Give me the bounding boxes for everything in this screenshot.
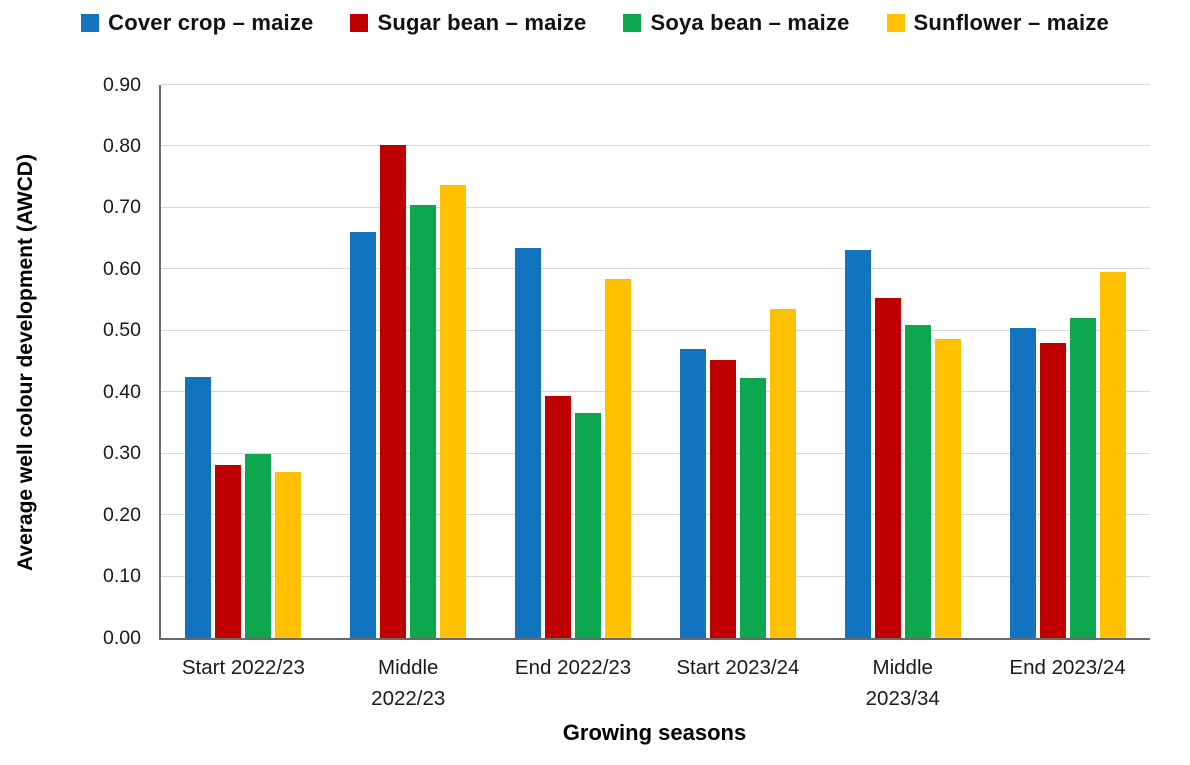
y-tick-label: 0.50 (103, 319, 141, 342)
y-tick-label: 0.70 (103, 196, 141, 219)
bar (679, 349, 706, 638)
bar-group: End 2023/24 (985, 85, 1150, 679)
y-axis-title: Average well colour development (AWCD) (14, 154, 37, 571)
gridline (161, 206, 1150, 208)
bar-group: Middle 2023/34 (820, 85, 985, 710)
bar (515, 247, 542, 638)
bar (709, 360, 736, 638)
bar-group: Middle 2022/23 (326, 85, 491, 710)
gridline (161, 329, 1150, 331)
gridline (161, 84, 1150, 85)
legend-item: Sugar bean – maize (350, 10, 586, 36)
bar-group: Start 2022/23 (161, 85, 326, 679)
x-tick-label: End 2023/24 (1009, 656, 1126, 679)
legend-swatch-icon (623, 14, 642, 32)
bar-groups: Start 2022/23 Middle 2022/23 End 2022/23 St… (161, 85, 1150, 710)
bar (215, 465, 242, 638)
bar (350, 232, 377, 638)
legend-label: Cover crop – maize (108, 10, 314, 35)
x-tick-label: End 2022/23 (514, 656, 632, 679)
x-axis-title: Growing seasons (562, 720, 747, 745)
gridline (161, 575, 1150, 577)
bar-group: Start 2023/24 (655, 85, 820, 679)
bar (739, 378, 766, 638)
bar (245, 454, 272, 638)
bar (440, 184, 467, 638)
y-tick-label: 0.20 (103, 503, 141, 526)
bar (275, 471, 302, 638)
legend-swatch-icon (350, 14, 369, 32)
y-tick-label: 0.00 (103, 626, 141, 649)
legend-label: Sugar bean – maize (377, 10, 587, 35)
legend-item: Soya bean – maize (623, 10, 849, 36)
legend-item: Cover crop – maize (81, 10, 313, 36)
x-tick-label: Start 2023/24 (676, 656, 800, 679)
gridline (161, 452, 1150, 454)
x-tick-label: Start 2022/23 (181, 656, 305, 679)
bar (934, 338, 961, 638)
bar (545, 395, 572, 638)
legend: Cover crop – maize Sugar bean – maize Soya… (0, 10, 1190, 36)
y-tick-label: 0.90 (103, 73, 141, 96)
gridline (161, 514, 1150, 516)
bar (185, 376, 212, 638)
x-tick-label: Middle 2023/34 (865, 656, 940, 710)
y-tick-label: 0.40 (103, 380, 141, 403)
gridline (161, 145, 1150, 147)
bar (575, 412, 602, 638)
y-tick-label: 0.30 (103, 441, 141, 464)
bar (874, 298, 901, 638)
y-tick-label: 0.60 (103, 257, 141, 280)
bar (410, 204, 437, 638)
x-tick-label: Middle 2022/23 (371, 656, 446, 710)
bar (1069, 317, 1096, 638)
bar (769, 308, 796, 638)
gridline (161, 391, 1150, 393)
bar (380, 145, 407, 638)
y-tick-label: 0.10 (103, 564, 141, 587)
bar (605, 278, 632, 638)
legend-label: Sunflower – maize (913, 10, 1109, 35)
bar (844, 249, 871, 638)
bar (904, 324, 931, 638)
bar-group: End 2022/23 (491, 85, 656, 679)
legend-swatch-icon (886, 14, 905, 32)
y-tick-label: 0.80 (103, 134, 141, 157)
bar (1099, 272, 1126, 638)
gridline (161, 268, 1150, 270)
legend-swatch-icon (81, 14, 100, 32)
legend-item: Sunflower – maize (886, 10, 1109, 36)
legend-label: Soya bean – maize (650, 10, 850, 35)
plot-area: 0.00 0.10 0.20 0.30 0.40 0.50 0.60 0.70 0.80 0.90… (103, 75, 1150, 710)
bar (1009, 327, 1036, 638)
bar (1039, 343, 1066, 638)
